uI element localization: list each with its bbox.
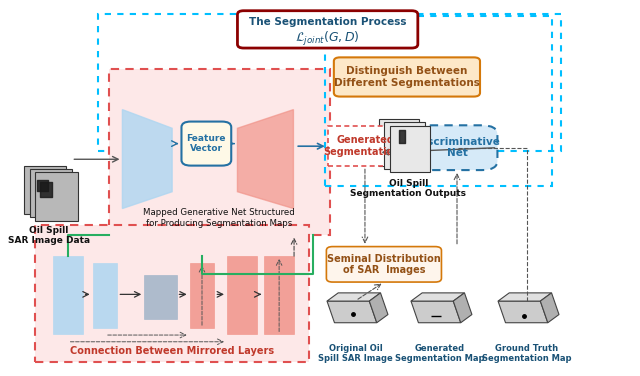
Polygon shape [327, 293, 381, 301]
Polygon shape [369, 293, 388, 323]
FancyBboxPatch shape [35, 225, 309, 362]
Text: Discriminative
Net: Discriminative Net [415, 137, 499, 159]
Polygon shape [498, 293, 552, 301]
Text: Generated
Segmentation Map: Generated Segmentation Map [395, 344, 484, 363]
FancyBboxPatch shape [182, 121, 231, 165]
FancyBboxPatch shape [24, 165, 67, 214]
FancyBboxPatch shape [29, 169, 72, 217]
FancyBboxPatch shape [384, 122, 425, 169]
FancyBboxPatch shape [379, 119, 419, 165]
Text: Distinguish Between
Different Segmentations: Distinguish Between Different Segmentati… [334, 66, 480, 88]
FancyBboxPatch shape [227, 256, 257, 334]
FancyBboxPatch shape [52, 256, 83, 334]
Text: Connection Between Mirrored Layers: Connection Between Mirrored Layers [70, 346, 274, 356]
FancyBboxPatch shape [328, 126, 403, 166]
Text: Ground Truth
Segmentation Map: Ground Truth Segmentation Map [482, 344, 572, 363]
FancyBboxPatch shape [189, 263, 214, 328]
FancyBboxPatch shape [109, 68, 330, 235]
FancyBboxPatch shape [35, 172, 77, 221]
Polygon shape [237, 110, 293, 209]
Text: Original Oil
Spill SAR Image: Original Oil Spill SAR Image [318, 344, 393, 363]
Text: Oil Spill
SAR Image Data: Oil Spill SAR Image Data [8, 226, 90, 246]
FancyBboxPatch shape [237, 11, 418, 48]
Polygon shape [453, 293, 472, 323]
Text: Oil Spill
Segmentation Outputs: Oil Spill Segmentation Outputs [351, 179, 467, 198]
Text: $\mathcal{L}_{joint}(G, D)$: $\mathcal{L}_{joint}(G, D)$ [295, 30, 360, 48]
FancyBboxPatch shape [93, 263, 117, 328]
Text: The Segmentation Process: The Segmentation Process [249, 17, 406, 27]
Polygon shape [327, 301, 377, 323]
Text: Feature
Vector: Feature Vector [187, 134, 226, 153]
Text: Seminal Distribution
of SAR  Images: Seminal Distribution of SAR Images [327, 253, 441, 275]
Text: Generated
Segmentations: Generated Segmentations [323, 135, 406, 157]
Text: Mapped Generative Net Structured
for Producing Segmentation Maps: Mapped Generative Net Structured for Pro… [143, 208, 295, 227]
FancyBboxPatch shape [144, 274, 177, 319]
FancyBboxPatch shape [326, 247, 442, 282]
FancyBboxPatch shape [264, 256, 294, 334]
Polygon shape [411, 301, 461, 323]
FancyBboxPatch shape [390, 126, 430, 172]
Polygon shape [498, 301, 548, 323]
Polygon shape [122, 110, 172, 209]
FancyBboxPatch shape [334, 58, 480, 97]
Polygon shape [540, 293, 559, 323]
FancyBboxPatch shape [417, 125, 497, 170]
Polygon shape [411, 293, 465, 301]
